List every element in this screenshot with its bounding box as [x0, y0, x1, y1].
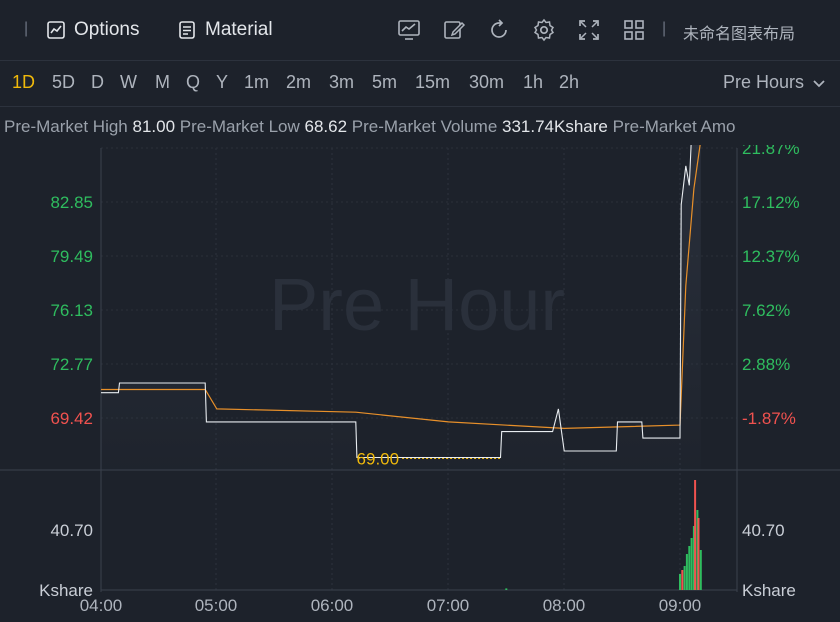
percent-tick-label: 2.88% [742, 355, 790, 374]
period-q[interactable]: Q [186, 72, 201, 92]
toolbar-divider: | [24, 20, 29, 37]
reset-icon[interactable] [486, 17, 512, 43]
volume-bars [505, 480, 702, 590]
period-y[interactable]: Y [216, 72, 229, 92]
period-bar: 1D 5D D W M Q Y 1m 2m 3m 5m 15m 30m 1h 2h Pre Hours [0, 60, 840, 107]
volume-bar [694, 480, 697, 590]
time-tick-label: 04:00 [80, 596, 123, 615]
price-chart[interactable]: Pre Hour 80.4969.00 82.85 79.49 76.13 72.77… [0, 145, 840, 622]
time-tick-label: 06:00 [311, 596, 354, 615]
price-line [101, 145, 692, 459]
period-1m[interactable]: 1m [244, 72, 270, 92]
high-value: 81.00 [132, 117, 176, 136]
low-label: Pre-Market Low [179, 117, 300, 136]
options-label: Options [74, 19, 140, 40]
draw-icon[interactable] [441, 17, 467, 43]
time-tick-label: 05:00 [195, 596, 238, 615]
period-1d[interactable]: 1D [12, 72, 36, 92]
volume-bar [679, 574, 681, 590]
price-area [101, 145, 701, 470]
premarket-info-bar: Pre-Market High 81.00 Pre-Market Low 68.… [0, 110, 840, 142]
volume-bar [688, 546, 691, 590]
volume-tick-label: 40.70 [50, 521, 93, 540]
time-tick-label: 08:00 [543, 596, 586, 615]
settings-icon[interactable] [531, 17, 557, 43]
volume-value: 331.74Kshare [502, 117, 608, 136]
percent-tick-label: 7.62% [742, 301, 790, 320]
material-button[interactable]: Material [177, 14, 273, 46]
toolbar-divider: | [662, 20, 667, 37]
volume-bar [699, 550, 702, 590]
volume-label: Pre-Market Volume [351, 117, 498, 136]
session-select-label: Pre Hours [723, 72, 805, 92]
volume-bar [692, 526, 695, 590]
period-5d[interactable]: 5D [52, 72, 76, 92]
volume-unit-label-right: Kshare [742, 581, 796, 600]
period-3m[interactable]: 3m [329, 72, 355, 92]
amount-label: Pre-Market Amo [612, 117, 736, 136]
low-value: 68.62 [304, 117, 348, 136]
price-tick-label: 76.13 [50, 301, 93, 320]
min-price-marker: 69.00 [357, 450, 400, 469]
volume-bar [505, 588, 508, 590]
period-1h[interactable]: 1h [523, 72, 544, 92]
session-select[interactable]: Pre Hours [723, 72, 828, 93]
percent-tick-label: 12.37% [742, 247, 800, 266]
volume-bar [681, 570, 684, 590]
percent-tick-label: 21.87% [742, 145, 800, 158]
time-axis: 04:00 05:00 06:00 07:00 08:00 09:00 [80, 596, 702, 615]
top-toolbar: | Options Material | 未命名图表布局 [0, 0, 840, 61]
time-tick-label: 07:00 [427, 596, 470, 615]
volume-tick-label-right: 40.70 [742, 521, 785, 540]
price-tick-label: 82.85 [50, 193, 93, 212]
indicator-icon[interactable] [396, 17, 422, 43]
price-tick-label: 79.49 [50, 247, 93, 266]
percent-tick-label: 17.12% [742, 193, 800, 212]
chart-icon [47, 21, 65, 39]
document-icon [179, 21, 195, 39]
material-label: Material [205, 19, 273, 40]
volume-bar [697, 518, 700, 590]
volume-bar [690, 538, 693, 590]
volume-bar [683, 566, 686, 590]
period-5m[interactable]: 5m [372, 72, 398, 92]
volume-unit-label: Kshare [39, 581, 93, 600]
price-tick-label: 69.42 [50, 409, 93, 428]
chevron-down-icon [813, 79, 825, 87]
volume-bar [696, 510, 699, 590]
chart-watermark: Pre Hour [269, 263, 565, 346]
period-d[interactable]: D [91, 72, 104, 92]
time-tick-label: 09:00 [659, 596, 702, 615]
layout-grid-icon[interactable] [621, 17, 647, 43]
percent-tick-label: -1.87% [742, 409, 796, 428]
period-w[interactable]: W [120, 72, 137, 92]
period-15m[interactable]: 15m [415, 72, 451, 92]
price-axis: 82.85 79.49 76.13 72.77 69.42 40.70 Kshare [39, 193, 93, 600]
percent-axis: 21.87% 17.12% 12.37% 7.62% 2.88% -1.87% 40.70 K… [742, 145, 800, 600]
average-price-line [101, 145, 701, 430]
fullscreen-icon[interactable] [576, 17, 602, 43]
period-30m[interactable]: 30m [469, 72, 505, 92]
price-tick-label: 72.77 [50, 355, 93, 374]
options-button[interactable]: Options [46, 14, 139, 46]
chart-markers: 80.4969.00 [357, 450, 501, 469]
chart-grid [0, 147, 840, 592]
period-m[interactable]: M [155, 72, 170, 92]
layout-name[interactable]: 未命名图表布局 [683, 26, 796, 43]
period-2m[interactable]: 2m [286, 72, 312, 92]
volume-bar [685, 554, 688, 590]
high-label: Pre-Market High [4, 117, 128, 136]
period-2h[interactable]: 2h [559, 72, 580, 92]
